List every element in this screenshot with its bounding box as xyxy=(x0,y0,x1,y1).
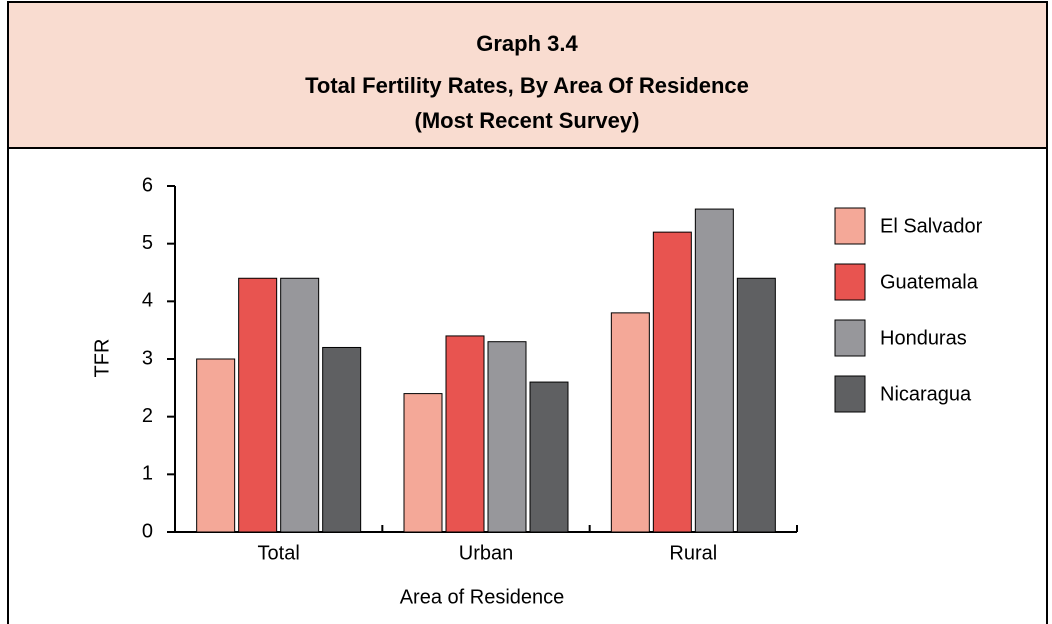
bar xyxy=(196,358,236,533)
y-tick-label: 3 xyxy=(142,347,153,369)
legend-swatch xyxy=(834,319,866,357)
x-tick-label: Urban xyxy=(459,542,513,564)
y-tick-label: 2 xyxy=(142,405,153,427)
bar xyxy=(280,277,320,533)
bar xyxy=(487,341,527,533)
bar xyxy=(610,312,650,533)
legend-label: Guatemala xyxy=(880,271,979,293)
bar xyxy=(445,335,485,533)
legend-label: El Salvador xyxy=(880,215,983,237)
frame xyxy=(7,1,1048,624)
x-tick-label: Rural xyxy=(669,542,717,564)
bar xyxy=(736,277,776,533)
bar xyxy=(403,393,443,533)
y-tick-label: 0 xyxy=(142,520,153,542)
bar xyxy=(694,208,734,533)
chart-title: Graph 3.4 xyxy=(476,31,578,56)
y-tick-label: 4 xyxy=(142,290,153,312)
legend-swatch xyxy=(834,375,866,413)
y-tick-label: 5 xyxy=(142,232,153,254)
bar xyxy=(529,381,569,533)
bar xyxy=(322,346,362,533)
chart-subtitle: (Most Recent Survey) xyxy=(415,108,640,133)
legend-label: Nicaragua xyxy=(880,383,972,405)
bar xyxy=(652,231,692,533)
legend-swatch xyxy=(834,207,866,245)
y-axis-label: TFR xyxy=(91,339,113,378)
legend-label: Honduras xyxy=(880,327,967,349)
chart-subtitle: Total Fertility Rates, By Area Of Reside… xyxy=(305,73,749,98)
header-box xyxy=(7,1,1048,149)
y-tick-label: 1 xyxy=(142,463,153,485)
legend-swatch xyxy=(834,263,866,301)
y-tick-label: 6 xyxy=(142,174,153,196)
x-tick-label: Total xyxy=(258,542,300,564)
bar xyxy=(238,277,278,533)
x-axis-label: Area of Residence xyxy=(400,586,565,608)
